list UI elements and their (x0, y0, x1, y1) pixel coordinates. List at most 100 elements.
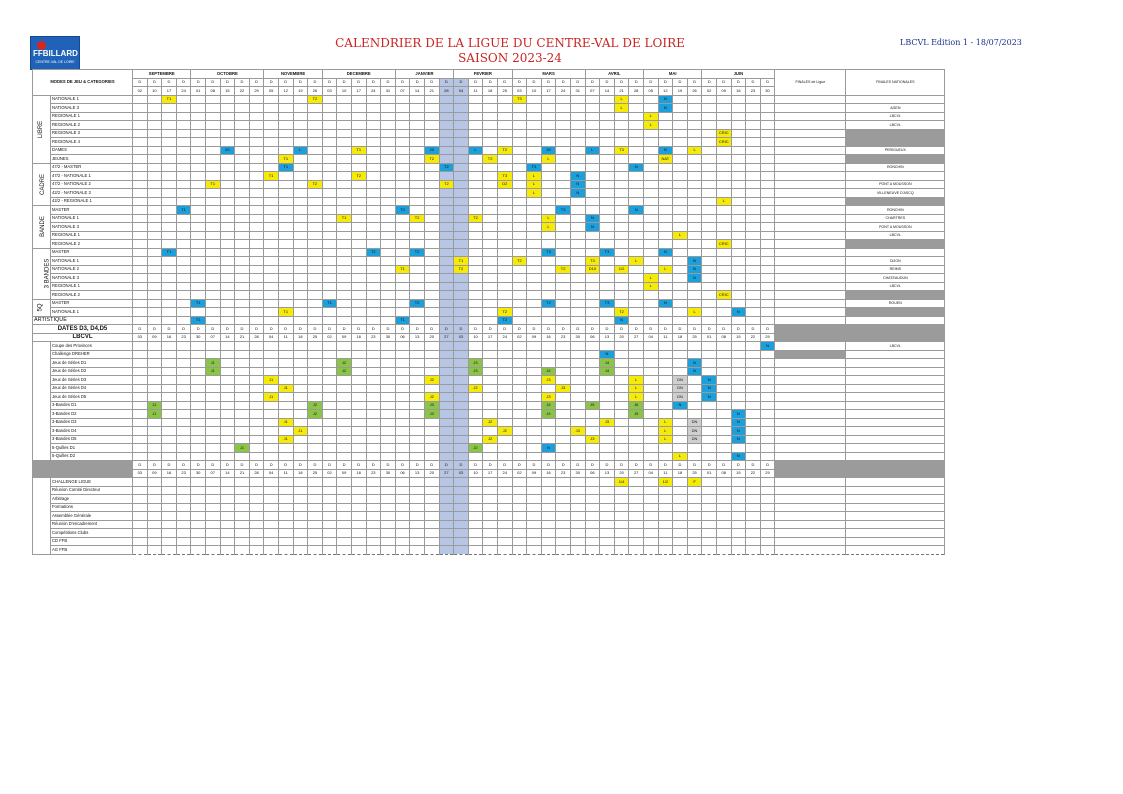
week-cell (438, 375, 455, 385)
event-cell: N (657, 298, 674, 308)
event-cell: DN (686, 426, 703, 436)
row-label: Réunion Comité Directeur (50, 485, 133, 495)
row-label: REGIONALE 1 (50, 281, 133, 291)
dimanche-marker: D (555, 77, 571, 87)
week-cell (715, 188, 732, 198)
week-cell (628, 434, 644, 444)
week-cell (161, 341, 177, 351)
finale-ligue-cell (774, 256, 847, 266)
week-cell (715, 179, 732, 189)
dimanche-marker: D (540, 460, 557, 470)
week-cell (628, 443, 644, 453)
week-cell (467, 256, 484, 266)
week-cell (394, 298, 411, 308)
week-cell (569, 145, 586, 155)
week-cell (146, 485, 163, 495)
event-cell: T2 (307, 94, 323, 104)
month-header-octobre: OCTOBRE (190, 69, 265, 79)
dimanche-marker: D (350, 324, 367, 334)
row-label: MASTER (50, 298, 133, 308)
week-cell (380, 290, 396, 300)
row-label: REGIONALE 2 (50, 120, 133, 130)
week-cell (234, 477, 250, 487)
dates-day: 11 (277, 468, 294, 478)
week-cell (526, 256, 542, 266)
week-cell (759, 154, 776, 164)
week-cell (496, 451, 513, 461)
week-cell (526, 128, 542, 138)
week-cell (453, 477, 469, 487)
finale-nationale-cell: DIJON (845, 256, 946, 266)
day-number: 10 (146, 86, 163, 96)
week-cell (248, 154, 265, 164)
week-cell (438, 298, 455, 308)
event-cell: T2 (496, 145, 513, 155)
week-cell (423, 171, 440, 181)
dimanche-marker: D (409, 460, 425, 470)
week-cell (380, 536, 396, 546)
week-cell (380, 179, 396, 189)
week-cell (467, 434, 484, 444)
week-cell (642, 392, 659, 402)
week-cell (409, 196, 425, 206)
week-cell (745, 111, 761, 121)
week-cell (555, 375, 571, 385)
week-cell (146, 154, 163, 164)
week-cell (482, 179, 498, 189)
week-cell (569, 383, 586, 393)
week-cell (613, 494, 630, 504)
week-cell (204, 154, 221, 164)
dimanche-marker: D (745, 460, 761, 470)
week-cell (672, 290, 688, 300)
week-cell (759, 239, 776, 249)
week-cell (453, 443, 469, 453)
week-cell (613, 256, 630, 266)
week-cell (277, 426, 294, 436)
week-cell (759, 349, 776, 359)
week-cell (628, 366, 644, 376)
week-cell (307, 417, 323, 427)
week-cell (701, 162, 717, 172)
dimanche-marker: D (438, 77, 455, 87)
week-cell (409, 103, 425, 113)
week-cell (599, 94, 615, 104)
week-cell (555, 230, 571, 240)
week-cell (248, 239, 265, 249)
week-cell (628, 137, 644, 147)
row-label: Réunion D'encadrement (50, 519, 133, 529)
week-cell (555, 417, 571, 427)
dimanche-marker: D (423, 324, 440, 334)
week-cell (321, 349, 338, 359)
week-cell (730, 222, 747, 232)
week-cell (759, 392, 776, 402)
week-cell (234, 145, 250, 155)
week-cell (175, 94, 192, 104)
week-cell (380, 256, 396, 266)
week-cell (409, 451, 425, 461)
day-number: 24 (555, 86, 571, 96)
week-cell (146, 298, 163, 308)
event-cell: T1 (277, 162, 294, 172)
row-label: 5-Quilles D1 (50, 443, 133, 453)
week-cell (511, 545, 528, 555)
week-cell (511, 145, 528, 155)
week-cell (599, 120, 615, 130)
week-cell (453, 128, 469, 138)
week-cell (161, 485, 177, 495)
week-cell (292, 230, 309, 240)
week-cell (686, 298, 703, 308)
week-cell (321, 494, 338, 504)
week-cell (701, 179, 717, 189)
week-cell (321, 409, 338, 419)
dates-day: 14 (219, 332, 236, 342)
week-cell (540, 485, 557, 495)
note-cell (774, 494, 847, 504)
week-cell (394, 502, 411, 512)
week-cell (161, 179, 177, 189)
week-cell (380, 247, 396, 257)
finale-ligue-cell (774, 239, 847, 249)
week-cell (365, 188, 382, 198)
week-cell (307, 383, 323, 393)
week-cell (204, 111, 221, 121)
week-cell (321, 536, 338, 546)
